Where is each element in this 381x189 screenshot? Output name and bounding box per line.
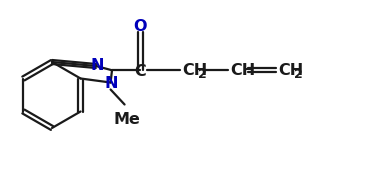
- Text: CH: CH: [182, 63, 207, 78]
- Text: Me: Me: [113, 112, 140, 128]
- Text: 2: 2: [198, 68, 207, 81]
- Text: O: O: [133, 19, 147, 34]
- Text: 2: 2: [294, 68, 303, 81]
- Text: N: N: [90, 57, 104, 73]
- Text: C: C: [134, 64, 146, 79]
- Text: N: N: [105, 76, 118, 91]
- Text: CH: CH: [278, 63, 303, 78]
- Text: CH: CH: [230, 63, 255, 78]
